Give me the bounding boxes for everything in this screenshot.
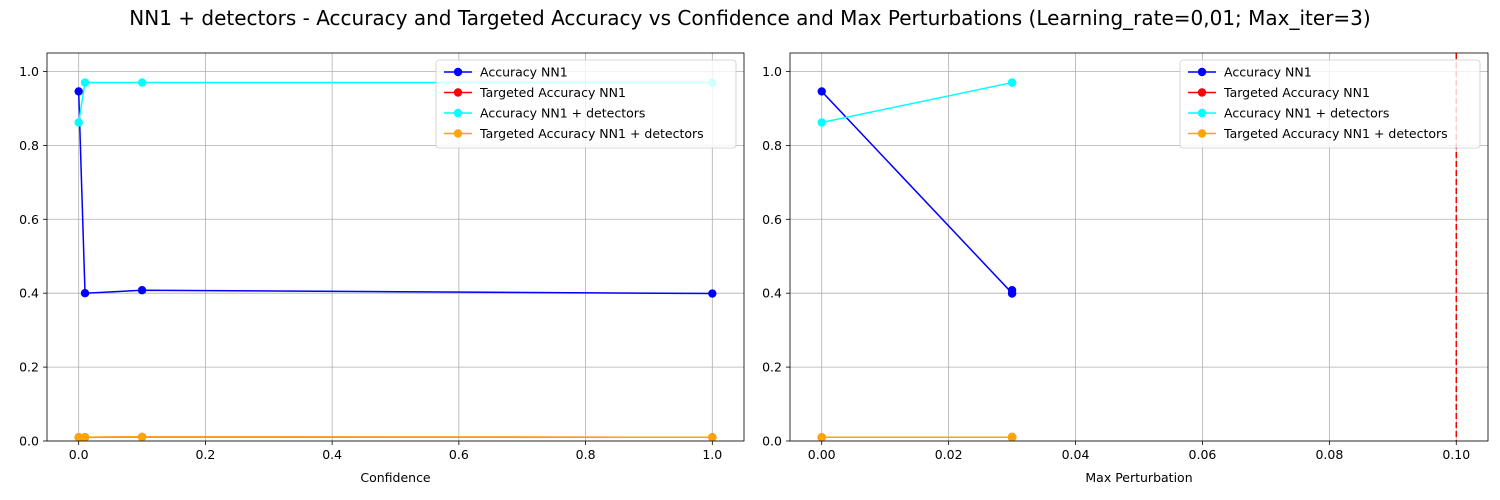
x-axis-label: Max Perturbation [1085,470,1192,485]
x-tick-label: 0.10 [1442,447,1470,462]
legend-label: Accuracy NN1 [480,65,568,80]
legend-swatch-marker [1197,108,1207,118]
y-tick-label: 0.4 [762,286,782,301]
legend-label: Targeted Accuracy NN1 [1223,85,1370,100]
x-tick-label: 0.02 [935,447,963,462]
y-tick-label: 0.6 [762,212,782,227]
x-tick-label: 1.0 [702,447,722,462]
data-point [708,289,717,298]
data-point [708,433,717,441]
legend: Accuracy NN1 Targeted Accuracy NN1 Accurac… [1179,59,1481,149]
data-point [137,78,147,87]
y-tick-label: 0.6 [19,212,39,227]
data-point [74,87,83,96]
legend-swatch-marker [1197,88,1207,97]
y-tick-label: 1.0 [19,64,39,79]
x-tick-label: 0.6 [449,447,469,462]
x-tick-label: 0.0 [69,447,89,462]
y-tick-label: 0.2 [19,360,39,375]
legend-swatch-marker [453,88,463,97]
y-tick-label: 0.8 [19,138,39,153]
x-tick-label: 0.08 [1315,447,1343,462]
chart-panel-1: 0.0 0.2 0.4 0.6 0.8 1.0 0.0 0.2 0.4 0.6 0.8 1.0 Conf… [19,52,745,485]
legend-swatch-marker [1197,129,1207,138]
y-tick-label: 0.8 [762,138,782,153]
legend-label: Targeted Accuracy NN1 [479,85,626,100]
data-point [817,433,826,441]
series-line-1 [821,90,1013,296]
series-line-1 [77,91,713,295]
data-point [74,433,83,441]
x-tick-label: 0.2 [195,447,215,462]
plot-frame [46,52,745,442]
data-point [137,286,147,295]
legend-swatch-marker [453,108,463,118]
data-point [80,433,90,441]
chart-panel-2: 0.00 0.02 0.04 0.06 0.08 0.10 0.0 0.2 0.4 0.6 0.8 1… [762,52,1489,485]
data-point [1007,289,1017,298]
x-tick-label: 0.4 [322,447,342,462]
plot-area [817,53,1458,441]
data-point [80,78,90,87]
y-tick-label: 0.0 [762,434,782,449]
legend-label: Targeted Accuracy NN1 + detectors [1223,126,1448,141]
y-tick-label: 0.0 [19,434,39,449]
y-tick-label: 0.2 [762,360,782,375]
legend-box [1179,59,1481,149]
legend-box [435,59,737,149]
x-tick-label: 0.06 [1189,447,1217,462]
data-point [1007,78,1017,87]
data-point [74,118,83,127]
legend-swatch-marker [1197,67,1207,77]
x-tick-label: 0.04 [1062,447,1090,462]
plot-frame [789,52,1489,442]
legend-label: Accuracy NN1 [1224,65,1312,80]
y-tick-label: 0.4 [19,286,39,301]
data-point [1007,433,1017,441]
data-point [817,118,826,127]
series-line-3 [77,81,713,123]
x-axis-label: Confidence [360,470,431,485]
legend-label: Targeted Accuracy NN1 + detectors [479,126,704,141]
legend: Accuracy NN1 Targeted Accuracy NN1 Accurac… [435,59,737,149]
legend-label: Accuracy NN1 + detectors [480,106,645,121]
data-point [137,432,147,441]
figure-title: NN1 + detectors - Accuracy and Targeted … [129,6,1371,30]
x-tick-label: 0.8 [576,447,596,462]
legend-swatch-marker [453,67,463,77]
y-tick-label: 1.0 [762,64,782,79]
x-tick-label: 0.00 [808,447,836,462]
series-line-3 [821,81,1013,124]
data-point [80,288,90,298]
legend-swatch-marker [453,129,463,138]
plot-area [74,78,717,441]
legend-label: Accuracy NN1 + detectors [1224,106,1389,121]
data-point [817,87,826,96]
